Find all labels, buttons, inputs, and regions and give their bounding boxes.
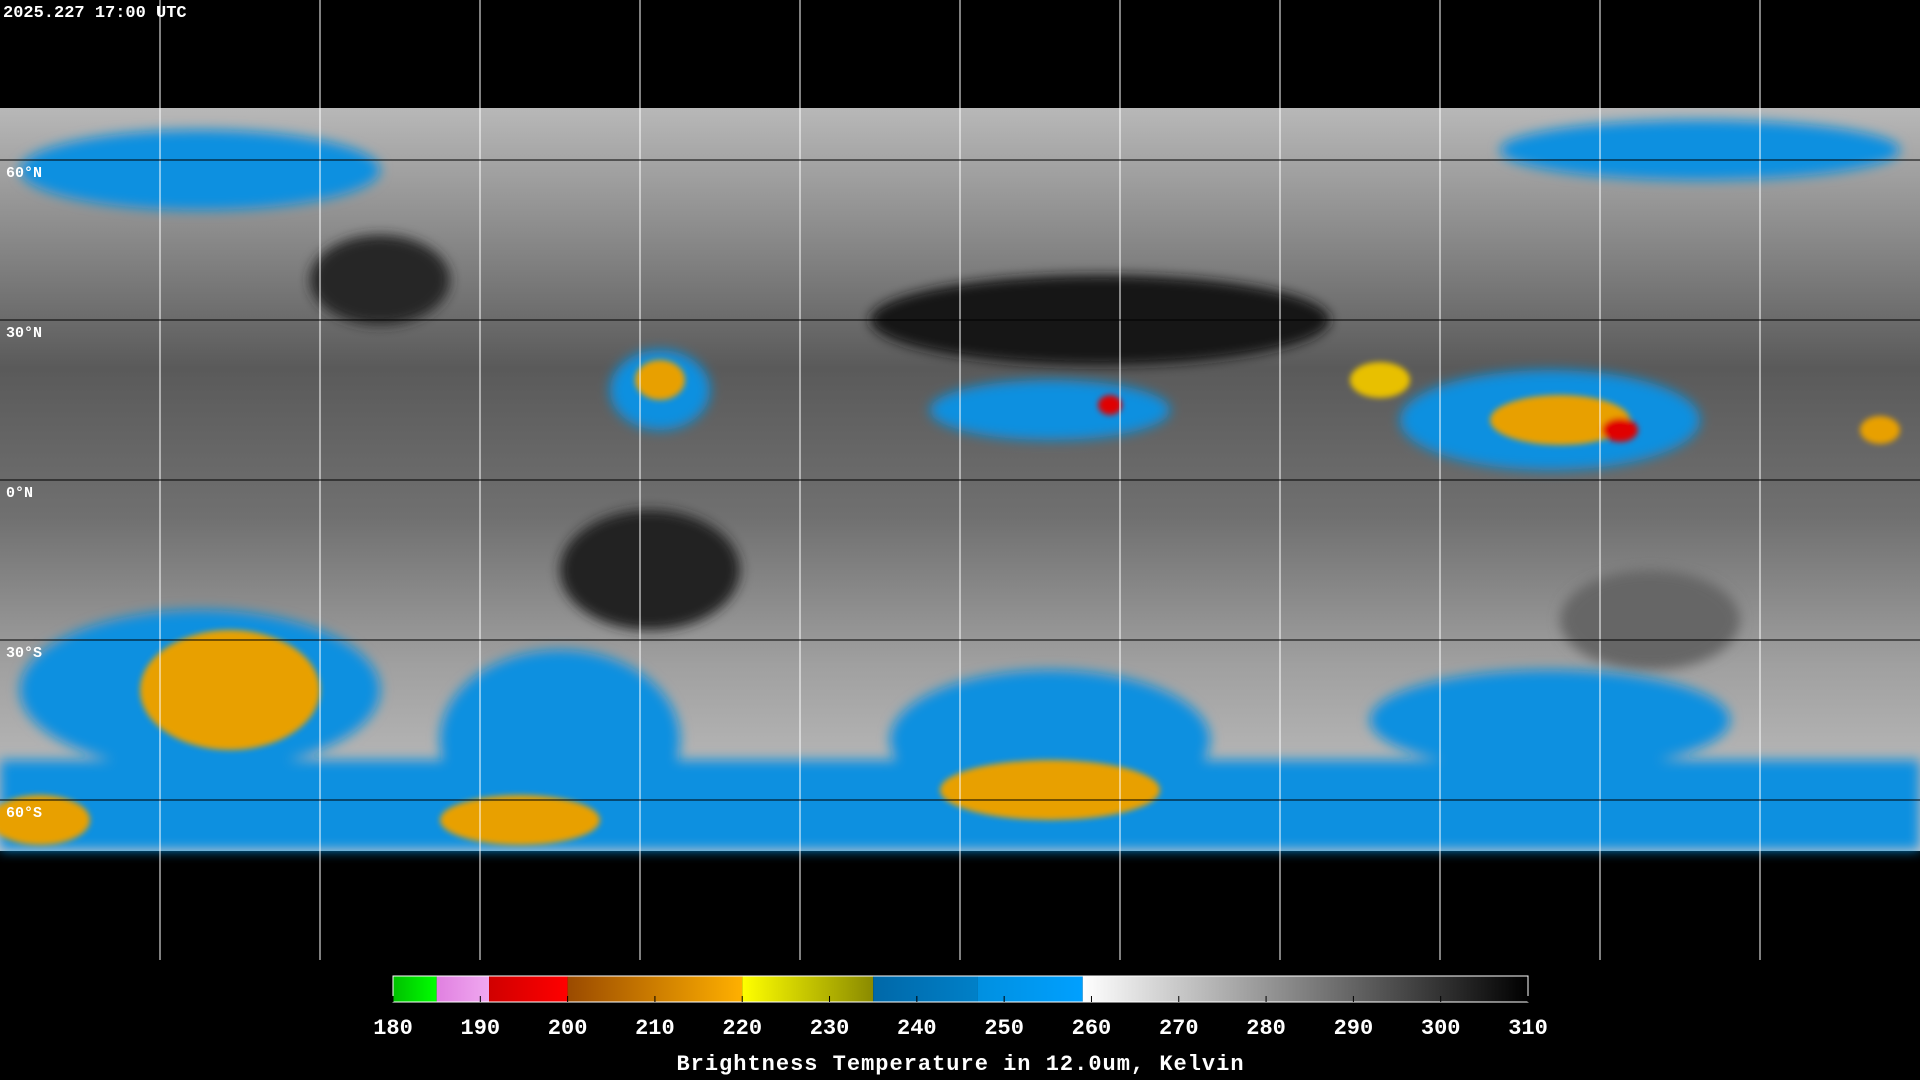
colorbar-segment [393,976,437,1002]
colorbar-tick-label: 300 [1421,1016,1461,1041]
colorbar: 180 190 200 210 220 230 240 250 260 270 280 290 300 3… [373,975,1548,1077]
colorbar-segment [742,976,874,1002]
colorbar-tick-label: 240 [897,1016,937,1041]
lat-label: 0°N [6,485,33,502]
colorbar-tick-label: 200 [548,1016,588,1041]
lat-label: 30°S [6,645,42,662]
colorbar-segment [977,976,1083,1002]
lat-label: 30°N [6,325,42,342]
lat-label: 60°S [6,805,42,822]
colorbar-tick-label: 190 [461,1016,501,1041]
colorbar-tick-label: 220 [722,1016,762,1041]
colorbar-frame [392,975,1529,1003]
timestamp: 2025.227 17:00 UTC [3,4,187,23]
colorbar-segment [1082,976,1528,1002]
lat-label: 60°N [6,165,42,182]
colorbar-segment [436,976,490,1002]
colorbar-tick-label: 290 [1334,1016,1374,1041]
colorbar-tick-label: 260 [1072,1016,1112,1041]
colorbar-tick-label: 230 [810,1016,850,1041]
colorbar-title: Brightness Temperature in 12.0um, Kelvin [676,1052,1244,1077]
colorbar-tick-label: 250 [984,1016,1024,1041]
colorbar-tick-label: 180 [373,1016,413,1041]
colorbar-segment [873,976,978,1002]
colorbar-tick-label: 280 [1246,1016,1286,1041]
colorbar-tick-label: 210 [635,1016,675,1041]
colorbar-tick-label: 270 [1159,1016,1199,1041]
colorbar-segment [489,976,568,1002]
graticule: 60°N 30°N 0°N 30°S 60°S [6,0,1761,960]
colorbar-tick-label: 310 [1508,1016,1548,1041]
